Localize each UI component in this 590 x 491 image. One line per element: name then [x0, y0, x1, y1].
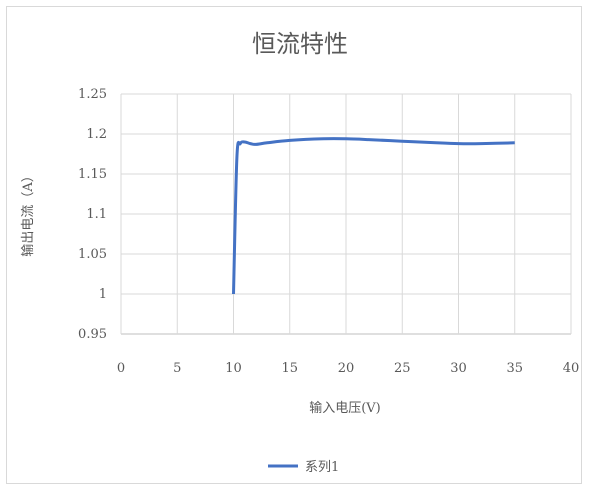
x-tick-label: 35: [506, 361, 523, 376]
x-axis-label: 输入电压(V): [309, 400, 381, 416]
y-tick-label: 1: [99, 287, 107, 302]
x-tick-label: 15: [281, 361, 298, 376]
x-tick-label: 5: [173, 361, 181, 376]
series-line-1: [232, 137, 515, 295]
x-tick-label: 25: [394, 361, 411, 376]
x-tick-label: 10: [225, 361, 242, 376]
x-tick-labels: 0 5 10 15 20 25 30 35 40: [117, 361, 579, 376]
y-tick-label: 1.1: [86, 207, 107, 222]
chart-frame: [6, 6, 582, 484]
y-tick-label: 1.05: [78, 247, 107, 262]
y-tick-label: 1.2: [86, 127, 107, 142]
y-axis-label: 输出电流（A）: [20, 169, 36, 256]
y-tick-labels: 0.95 1 1.05 1.1 1.15 1.2 1.25: [78, 87, 107, 342]
x-tick-label: 20: [338, 361, 355, 376]
y-tick-label: 0.95: [78, 327, 107, 342]
x-tick-label: 40: [563, 361, 580, 376]
series-lines: [232, 137, 515, 295]
x-tick-label: 30: [450, 361, 467, 376]
legend-label-series-1: 系列1: [305, 460, 339, 475]
y-tick-label: 1.15: [78, 167, 107, 182]
gridlines: [120, 93, 572, 335]
legend: 系列1: [268, 460, 339, 475]
chart-title: 恒流特性: [252, 30, 348, 58]
x-tick-label: 0: [117, 361, 125, 376]
y-tick-label: 1.25: [78, 87, 107, 102]
